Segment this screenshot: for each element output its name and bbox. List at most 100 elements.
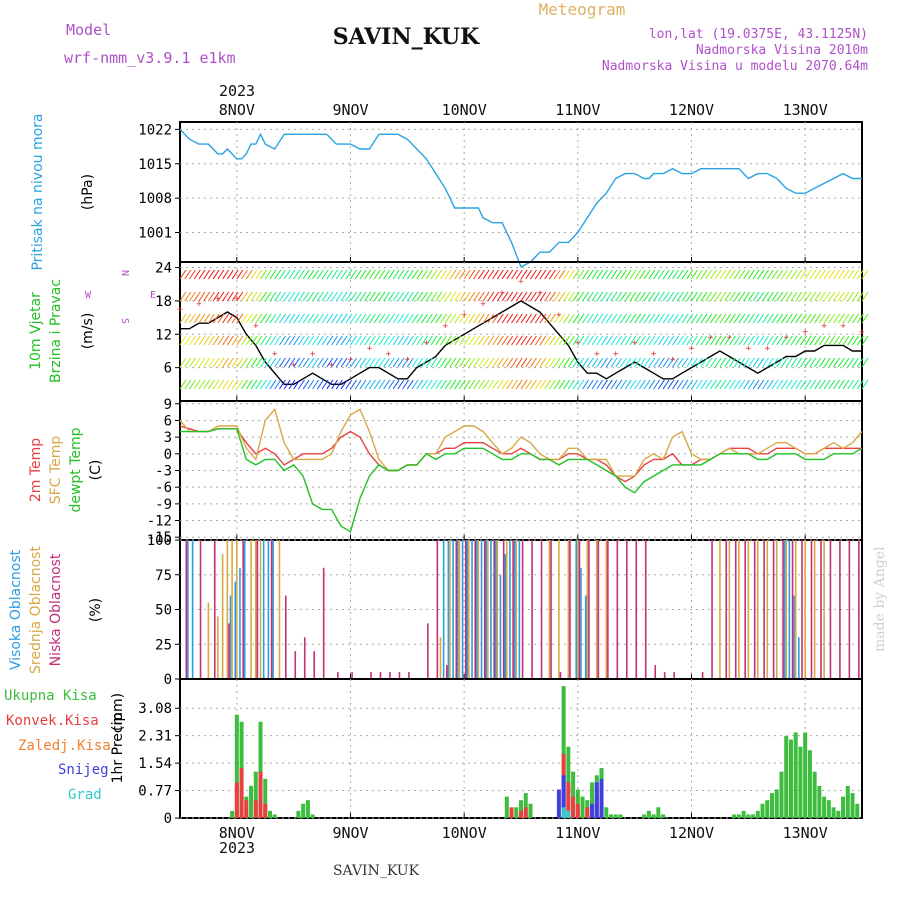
wind-barb — [662, 379, 670, 390]
wind-barb — [387, 269, 395, 280]
cloud-ylabel-1: Visoka Oblacnost — [8, 549, 24, 670]
cloud_mid-bar — [250, 540, 252, 679]
wind-barb — [847, 291, 855, 302]
wind-barb — [695, 335, 703, 346]
wind-barb — [605, 379, 613, 390]
wind-barb — [193, 269, 201, 280]
cloud_low-bar — [351, 672, 353, 679]
wind-barb — [638, 335, 646, 346]
precip_total-bar — [642, 814, 647, 818]
cloud_low-bar — [284, 595, 287, 679]
wind-barb — [340, 291, 348, 302]
wind-barb — [179, 313, 187, 324]
wind-barb — [193, 379, 201, 390]
wind-barb — [667, 269, 675, 280]
cloud_high-bar — [239, 567, 241, 679]
wind-barb — [392, 269, 400, 280]
clouds-panel: 100 75 50 25 0 — [147, 533, 863, 688]
precip_total-bar — [736, 814, 741, 818]
wind-barb — [331, 313, 338, 324]
wind-barb — [189, 335, 196, 346]
wind-barb — [700, 313, 708, 324]
cloud_low-bar — [474, 540, 477, 679]
wind-barb — [231, 357, 239, 368]
wind-barb — [681, 357, 689, 368]
wind-barb — [506, 269, 514, 280]
wind-barb — [610, 291, 618, 302]
wind-barb — [269, 269, 277, 280]
precipitation-ytick-label: 0 — [164, 811, 172, 827]
wind-barb — [662, 291, 670, 302]
wind-barb — [440, 379, 447, 390]
wind-barb — [255, 379, 263, 390]
wind-barb — [264, 291, 272, 302]
wind-barb — [672, 313, 679, 324]
wind-barb — [790, 291, 798, 302]
wind-barb — [459, 379, 466, 390]
model-name: wrf-nmm_v3.9.1 e1km — [64, 49, 236, 67]
wind-barb — [369, 379, 376, 390]
cloud-ylabel-2: Srednja Oblacnost — [28, 546, 44, 674]
wind-barb — [387, 379, 395, 390]
wind-barb — [397, 379, 405, 390]
wind-barb — [411, 335, 419, 346]
wind-barb — [459, 313, 466, 324]
wind-barb — [222, 269, 230, 280]
gust-marker: + — [405, 355, 411, 365]
wind-barb — [217, 357, 225, 368]
wind-barb — [449, 313, 457, 324]
wind-barb — [676, 269, 684, 280]
wind-barb — [809, 313, 817, 324]
wind-barb — [804, 291, 812, 302]
wind-barb — [307, 269, 315, 280]
wind-barb — [373, 379, 381, 390]
wind-barb — [549, 335, 556, 346]
wind-barb — [795, 335, 803, 346]
precip_total-bar — [234, 714, 239, 818]
wind-barb — [728, 313, 736, 324]
temperature-ytick-label: -9 — [155, 497, 172, 513]
wind-barb — [648, 357, 656, 368]
wind-barb — [473, 269, 481, 280]
wind-barb — [378, 335, 386, 346]
gust-marker: + — [651, 350, 657, 360]
wind-barb — [269, 291, 277, 302]
precip_total-bar — [301, 803, 306, 818]
cloud_high-bar — [461, 540, 464, 679]
wind-barb — [331, 335, 338, 346]
cloud_low-bar — [734, 540, 737, 679]
cloud_low-bar — [512, 540, 514, 679]
wind-barb — [695, 291, 703, 302]
wind-barb — [217, 379, 225, 390]
cloud_mid-bar — [548, 540, 551, 679]
x-top-tick-label: 11NOV — [555, 101, 600, 119]
wind-barb — [615, 291, 623, 302]
wind-barb — [198, 379, 206, 390]
wind-barb — [402, 335, 410, 346]
gust-marker: + — [689, 344, 695, 354]
wind-barb — [506, 291, 514, 302]
wind-barb — [217, 335, 225, 346]
wind-barb — [837, 291, 845, 302]
precip_total-bar — [608, 814, 613, 818]
wind-barb — [653, 335, 661, 346]
precip_total-bar — [253, 771, 258, 818]
wind-barb — [421, 357, 428, 368]
wind-barb — [449, 269, 457, 280]
wind-barb — [501, 335, 509, 346]
precip_total-bar — [831, 807, 836, 818]
wind-barb — [392, 357, 400, 368]
wind-barb — [501, 269, 509, 280]
gust-marker: + — [253, 322, 259, 332]
wind-barb — [411, 379, 419, 390]
wind-barb — [203, 269, 211, 280]
temp-ylabel-1: 2m Temp — [28, 438, 44, 502]
wind-barb — [856, 269, 864, 280]
wind-barb — [544, 269, 552, 280]
wind-barb — [279, 357, 286, 368]
wind-barb — [771, 335, 779, 346]
wind-barb — [264, 357, 272, 368]
wind-barb — [321, 291, 329, 302]
wind-barb — [203, 379, 211, 390]
wind-barb — [511, 379, 518, 390]
